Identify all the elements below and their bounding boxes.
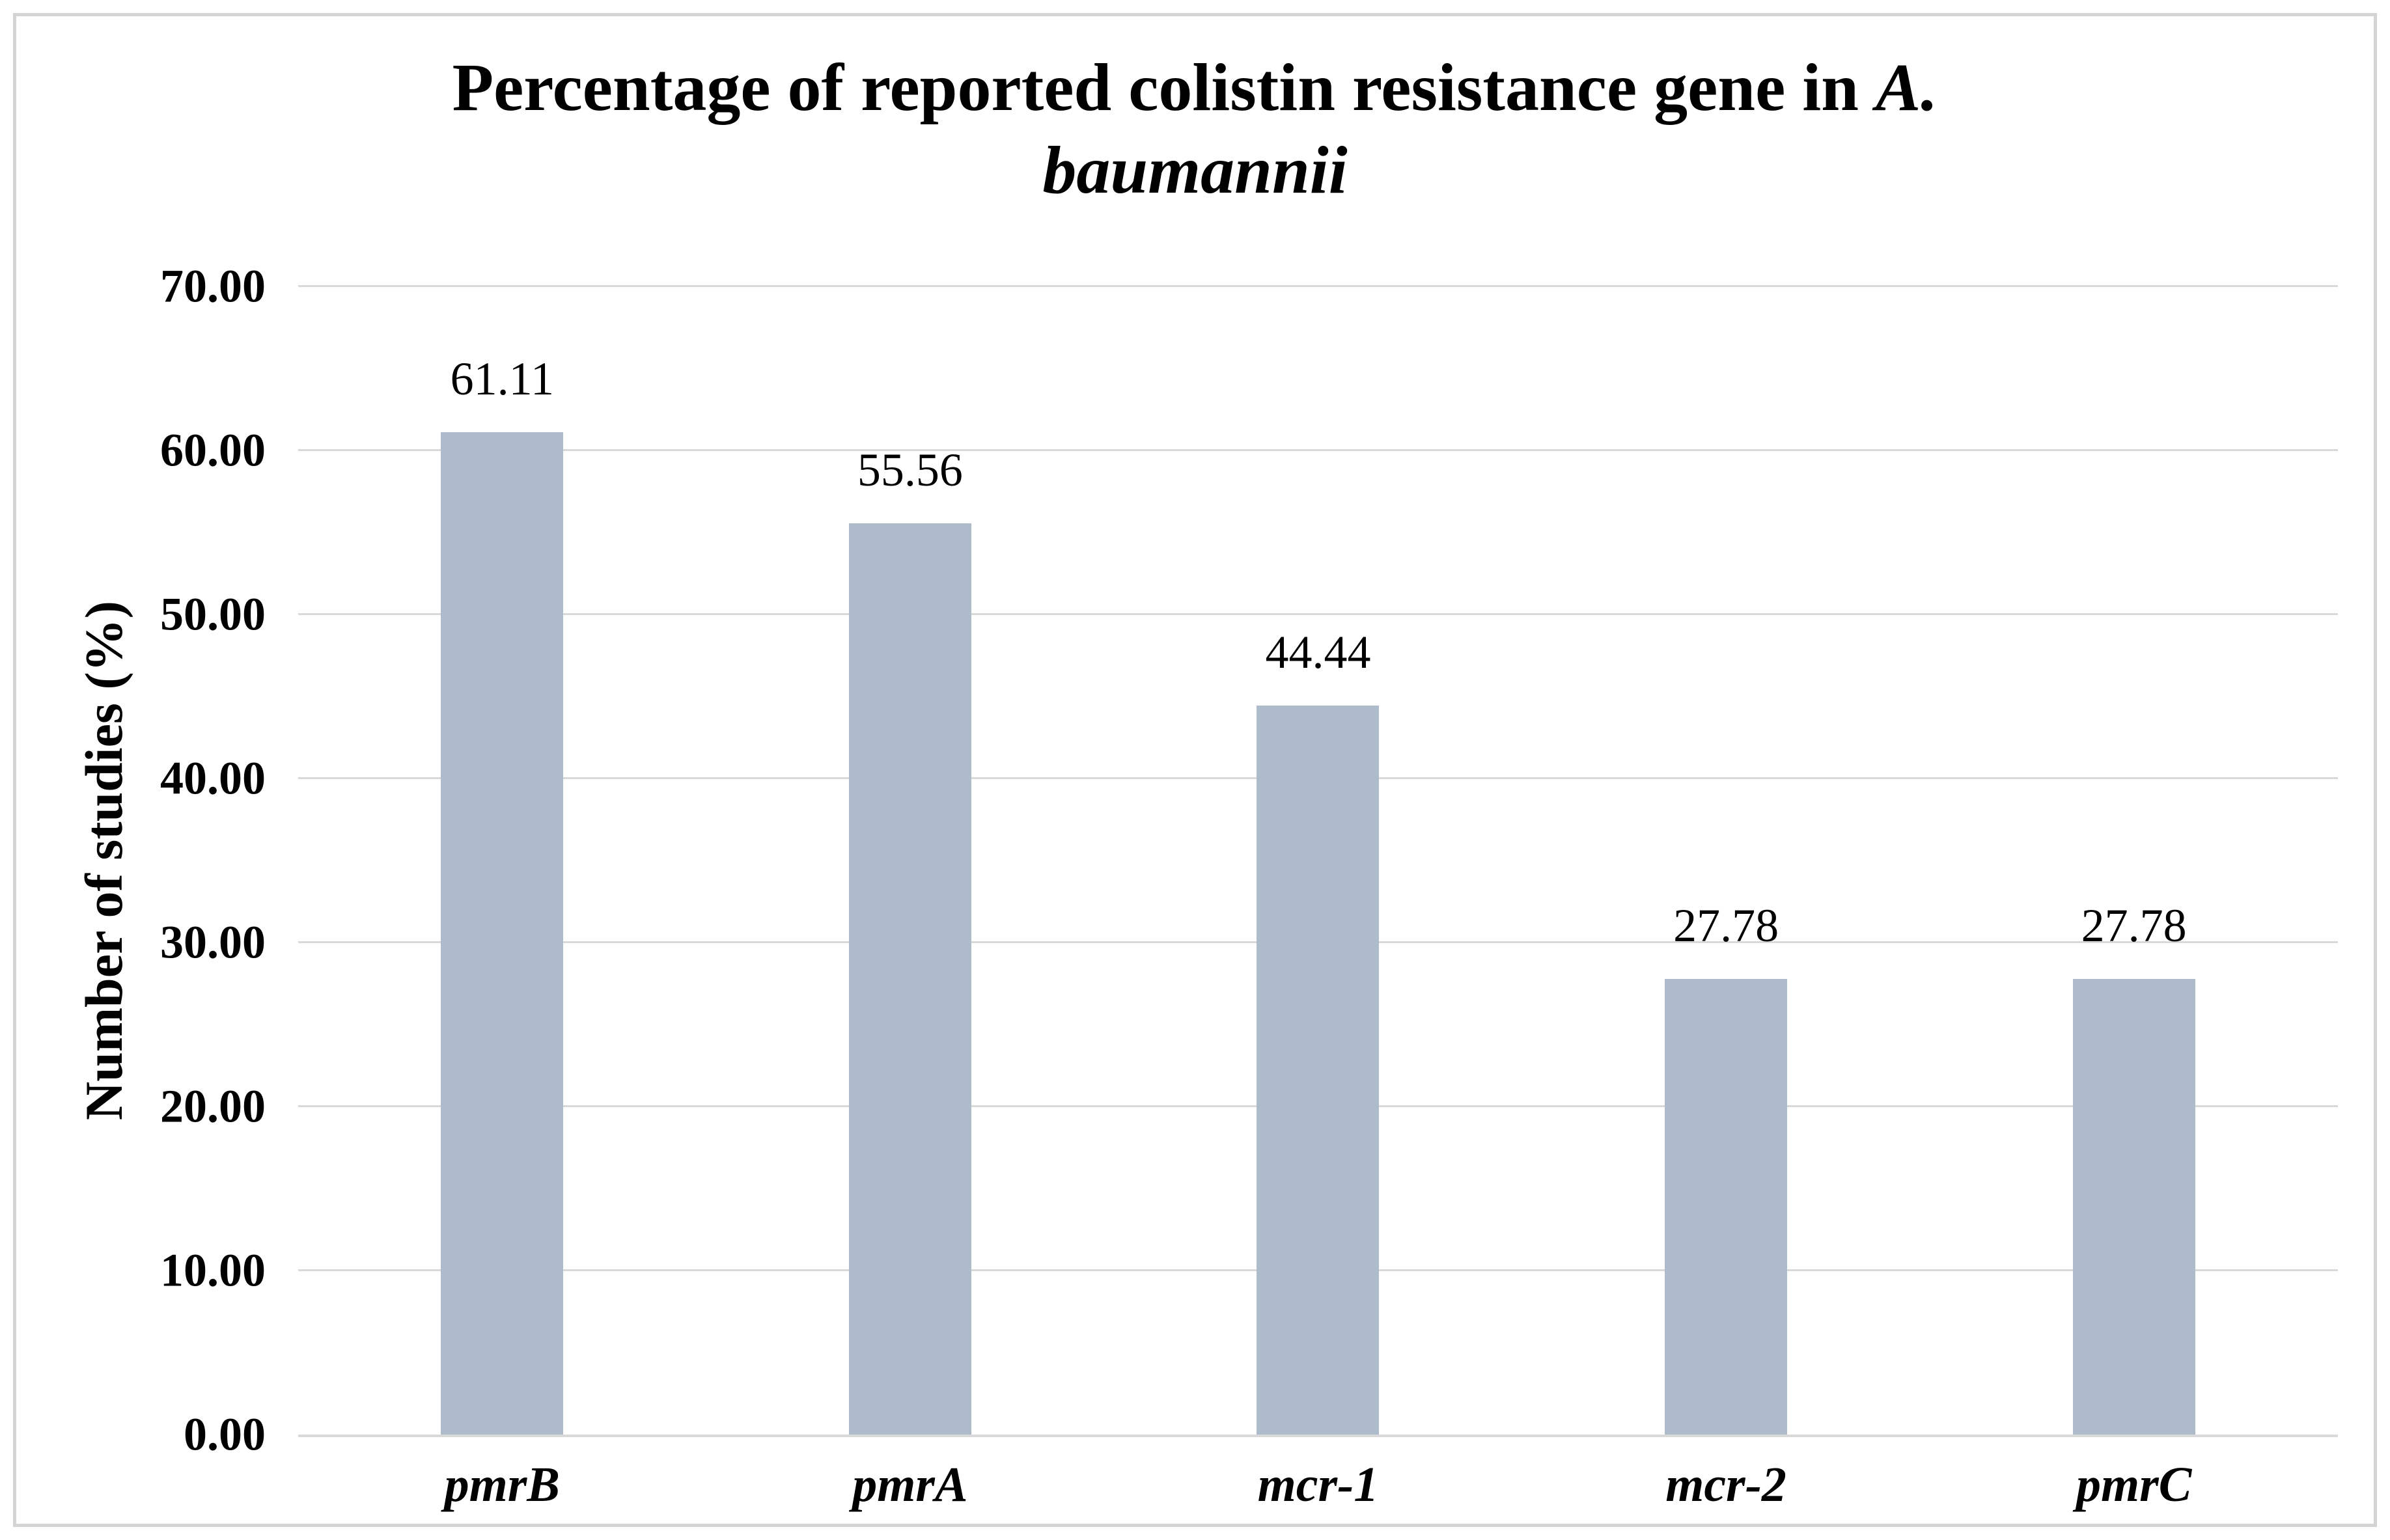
x-category-label-pmrB: pmrB [444,1457,560,1512]
bar-cell-mcr-2: 27.78 [1522,286,1930,1435]
x-category-label-mcr-1: mcr-1 [1257,1457,1379,1512]
bars-container: 61.11 55.56 44.44 27.78 27.78 [298,286,2338,1435]
y-tick-label-40: 40.00 [160,752,266,804]
y-axis-tick-labels: 0.00 10.00 20.00 30.00 40.00 50.00 60.00 70.00 [0,260,266,1461]
bar-cell-mcr-1: 44.44 [1114,286,1522,1435]
bar-cell-pmrB: 61.11 [298,286,706,1435]
bar-mcr-1 [1257,706,1380,1435]
y-tick-label-30: 30.00 [160,916,266,969]
x-category-label-pmrC: pmrC [2076,1457,2192,1512]
chart-title-species-abbrev: A. [1876,50,1938,125]
y-tick-label-20: 20.00 [160,1080,266,1133]
gridline-50 [298,613,2338,615]
chart-title: Percentage of reported colistin resistan… [0,47,2390,212]
gridline-70 [298,285,2338,287]
bar-cell-pmrA: 55.56 [706,286,1115,1435]
bar-value-label-mcr-1: 44.44 [1265,626,1371,679]
x-axis-category-labels: pmrB pmrA mcr-1 mcr-2 pmrC [298,1457,2338,1513]
bar-cell-pmrC: 27.78 [1930,286,2338,1435]
bar-pmrA [848,523,971,1435]
bar-value-label-pmrB: 61.11 [450,353,554,406]
x-category-label-mcr-2: mcr-2 [1665,1457,1786,1512]
y-tick-label-0: 0.00 [184,1408,266,1461]
plot-area: 61.11 55.56 44.44 27.78 27.78 [298,285,2338,1437]
chart-title-text: Percentage of reported colistin resistan… [452,50,1876,125]
x-category-label-pmrA: pmrA [852,1457,968,1512]
bar-value-label-pmrC: 27.78 [2081,899,2187,952]
bar-pmrB [441,432,564,1435]
y-tick-label-50: 50.00 [160,588,266,640]
y-tick-label-60: 60.00 [160,424,266,476]
y-tick-label-70: 70.00 [160,260,266,312]
gridline-60 [298,449,2338,451]
chart-title-species-name: baumannii [1042,132,1348,208]
bar-value-label-pmrA: 55.56 [857,443,963,496]
y-tick-label-10: 10.00 [160,1244,266,1297]
bar-mcr-2 [1665,978,1788,1435]
bar-value-label-mcr-2: 27.78 [1673,899,1779,952]
bar-pmrC [2072,978,2195,1435]
